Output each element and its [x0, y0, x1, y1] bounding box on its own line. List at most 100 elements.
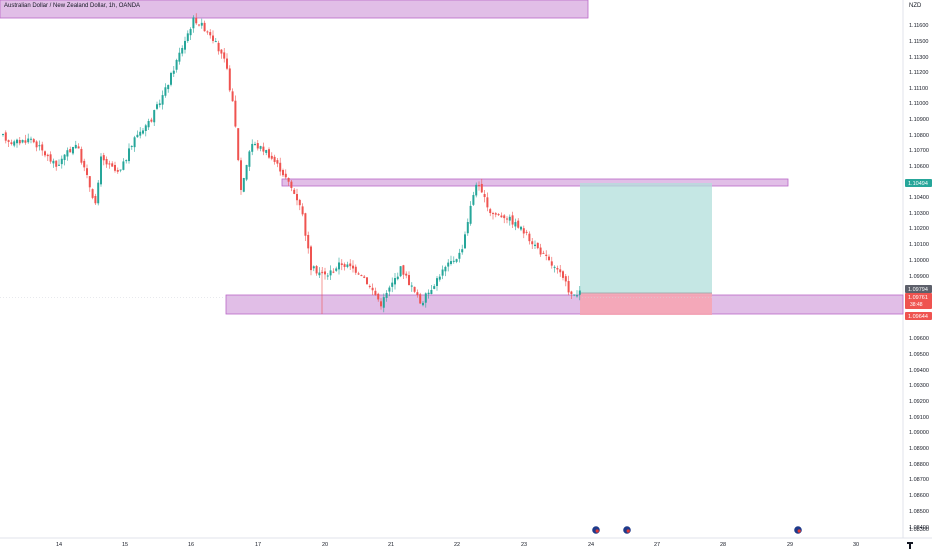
logo-bg — [904, 541, 932, 550]
candle — [195, 13, 198, 25]
candle — [111, 161, 114, 167]
candle — [514, 218, 517, 231]
candle — [27, 133, 30, 144]
candle-body — [559, 269, 562, 273]
candle — [147, 118, 150, 131]
candle — [542, 250, 545, 254]
candle-body — [4, 132, 7, 141]
candle — [259, 145, 262, 152]
flag-icon — [622, 525, 632, 535]
candle-body — [13, 141, 16, 146]
candle-body — [144, 125, 147, 132]
candle — [469, 201, 472, 226]
candle-body — [520, 226, 522, 230]
candle-body — [394, 278, 396, 285]
candle — [122, 158, 125, 171]
candle — [494, 212, 497, 218]
candle — [293, 187, 296, 195]
price-axis-label: 1.11500 — [909, 39, 928, 45]
resistance-zone — [0, 0, 589, 19]
candle — [556, 265, 559, 274]
candle — [536, 242, 539, 250]
candle — [329, 265, 332, 280]
candle — [410, 282, 413, 292]
candle-body — [161, 95, 164, 105]
candle-body — [102, 155, 105, 161]
candle — [349, 259, 352, 270]
candle-body — [332, 271, 335, 273]
candle-body — [69, 149, 72, 153]
candle-body — [265, 150, 268, 153]
currency-label: NZD — [909, 3, 922, 9]
candle — [562, 270, 564, 281]
candle — [234, 95, 237, 128]
candle — [186, 30, 189, 43]
candle-body — [385, 292, 388, 298]
candle-body — [441, 269, 444, 276]
candle-body — [200, 22, 203, 26]
stop-area — [580, 293, 712, 315]
candle — [550, 256, 553, 269]
candle-body — [86, 168, 88, 176]
candle — [464, 231, 466, 249]
candle-body — [125, 160, 128, 162]
candle — [380, 298, 382, 310]
candle — [35, 140, 38, 152]
price-axis-label: 1.09200 — [909, 399, 929, 405]
candle-body — [354, 266, 357, 273]
candle — [371, 283, 374, 296]
candle-body — [150, 119, 153, 122]
candle-body — [466, 222, 469, 234]
candle-body — [72, 146, 74, 154]
candle-body — [352, 265, 354, 269]
candle — [528, 231, 531, 245]
candle-body — [388, 287, 391, 292]
time-axis-label: 14 — [56, 542, 62, 548]
candle — [2, 133, 4, 137]
candle-body — [536, 242, 539, 249]
candle-body — [324, 271, 326, 275]
candle — [500, 212, 503, 218]
current-price-badge — [905, 293, 932, 309]
candle-body — [175, 59, 178, 70]
candle-body — [273, 156, 276, 162]
candle-body — [357, 273, 360, 275]
time-axis-label: 16 — [188, 542, 194, 548]
chart-title: Australian Dollar / New Zealand Dollar, … — [4, 3, 141, 9]
candle — [343, 262, 346, 271]
candle — [142, 128, 144, 135]
candle — [240, 157, 242, 195]
candle — [273, 154, 276, 165]
candle — [307, 231, 310, 254]
candle-body — [293, 189, 296, 194]
price-axis-label: 1.08700 — [909, 477, 929, 483]
candle-body — [111, 163, 114, 167]
candle — [402, 264, 405, 280]
candle — [458, 248, 461, 263]
candle-body — [301, 206, 304, 215]
candle — [220, 49, 223, 59]
candle-body — [268, 149, 270, 158]
candle-body — [147, 121, 150, 128]
candle-body — [503, 215, 506, 219]
candle — [483, 189, 486, 203]
candle — [310, 245, 312, 276]
candle — [531, 238, 534, 250]
candle-body — [363, 276, 366, 278]
candle — [200, 18, 203, 29]
candle-body — [433, 286, 436, 289]
candle-body — [304, 213, 307, 236]
candle — [357, 271, 360, 275]
candle — [430, 284, 433, 295]
candle-body — [16, 139, 18, 144]
candle — [290, 180, 293, 192]
candle — [114, 161, 116, 173]
candle — [248, 149, 251, 171]
candle — [161, 90, 164, 110]
price-axis-label: 1.08500 — [909, 509, 929, 515]
candle-body — [545, 254, 548, 256]
candle — [94, 193, 97, 206]
candle — [315, 264, 318, 276]
